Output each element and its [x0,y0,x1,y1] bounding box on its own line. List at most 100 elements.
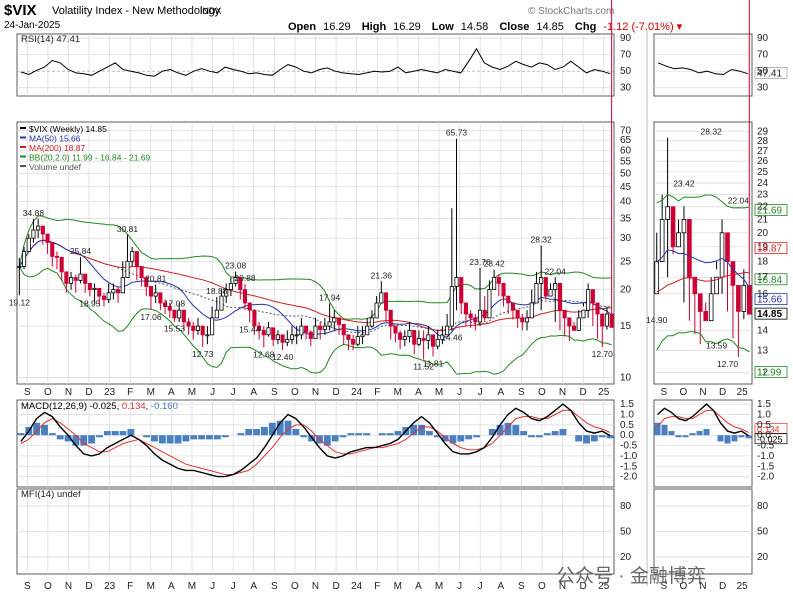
candle-body [139,266,144,278]
candle-body [59,256,64,273]
candle-body [398,332,403,340]
price-y-tick: 20 [620,285,632,296]
macd-histogram-bar [339,435,347,438]
candle-body [318,325,323,330]
x-tick-label-bottom: A [415,581,422,592]
candle-body [548,289,553,297]
candle-body [355,336,360,345]
x-tick-label-bottom: S [518,581,525,592]
macd-histogram-bar [276,420,284,436]
x-tick-label-price: S [518,387,525,398]
macd-y-tick: 1.5 [620,399,634,410]
mfi-title: MFI(14) undef [21,489,81,500]
right-value-box [754,366,788,378]
right-value-label: 11.99 [757,368,782,379]
macd-histogram-bar [206,435,213,440]
macd-right-y-tick: 1.5 [757,399,771,410]
legend-swatch [20,136,26,139]
rsi-y-tick: 30 [757,83,769,94]
candle-body [557,283,562,311]
price-annotation: 17.08 [164,299,186,309]
right-candle-body [687,219,692,278]
macd-histogram-bar [378,433,386,436]
macd-histogram-bar [488,429,496,436]
candle-body [275,334,280,340]
candle-body [64,271,69,284]
right-value-box [754,273,788,286]
right-price-y-tick: 26 [757,156,769,167]
close-value: 14.85 [536,21,564,33]
right-candle-body [746,284,752,315]
candle-body [299,325,304,336]
px-right-panel-frame [653,121,753,385]
x-tick-label-bottom: 25 [598,581,610,592]
candle-body [200,325,205,336]
macd-histogram-bar [127,429,135,436]
right-candle-body [692,276,698,295]
candle-body [459,277,464,304]
rsi-right-line [657,62,749,76]
macd-histogram-bar [386,433,394,436]
macd-right-y-tick: -2.0 [757,472,775,483]
low-value: 14.58 [460,21,489,33]
price-y-tick: 70 [620,126,632,137]
candle-body [534,283,539,304]
x-tick-label-bottom: N [65,581,72,592]
x-tick-label-bottom: M [188,581,196,592]
x-tick-label-price: D [332,387,339,398]
price-annotation: 11.52 [413,362,434,372]
candle-body [252,309,257,327]
candle-body [172,309,177,319]
right-macd-histogram-bar [675,435,682,438]
x-tick-label-price: N [559,387,566,398]
bb-upper-line [18,215,612,320]
candle-body [482,309,487,319]
price-annotation: 18.88 [206,286,228,296]
mfi-right-y-tick: 20 [757,552,769,563]
chg-value: -1.12 (-7.01%) ▾ [603,21,683,33]
legend-swatch [20,165,26,167]
macd-histogram-bar [245,429,253,436]
right-price-y-tick: 28 [757,136,769,147]
macd-panel: MACD(12,26,9) -0.025, 0.134, -0.160 [17,401,788,478]
candle-body [17,266,22,268]
macd-histogram-bar [520,431,528,436]
x-tick-label-price: A [497,387,504,398]
candle-body [553,283,558,291]
macd-histogram-bar [300,435,308,438]
candle-body [609,313,614,328]
candle-body [360,334,365,338]
macd-histogram-bar [433,435,441,438]
mfi-y-tick: 80 [620,501,632,512]
macd-histogram-bar [355,433,363,436]
candle-body [50,242,55,257]
macd-histogram-bar [253,429,261,436]
macd-histogram-bar [41,424,48,436]
macd-right-value: 0.134 [757,424,780,434]
candle-body [346,334,351,340]
macd-histogram-bar [80,435,88,446]
x-tick-label-price: M [394,387,402,398]
candle-body [515,309,520,319]
macd-histogram-bar [119,431,127,436]
candle-body [40,225,45,235]
candle-body [120,277,125,294]
x-tick-label-price: S [271,387,278,398]
macd-histogram-bar [590,435,598,442]
x-tick-label-bottom: 23 [104,581,116,592]
rsi-y-tick-main: 50 [620,66,632,77]
symbol: $VIX [4,2,37,19]
right-price-annotation: 23.42 [673,179,695,189]
candle-body [205,334,210,337]
right-value-label: 16.84 [757,275,782,286]
rsi-panel [17,37,788,89]
mfi-right-y-tick: 80 [757,501,769,512]
right-candle-body [736,284,741,312]
candle-body [463,302,468,315]
high-label: High [361,21,387,33]
x-tick-label-price: O [44,387,52,398]
x-tick-label-bottom: J [231,581,236,592]
macd-histogram-bar [221,435,229,438]
right-value-label: 15.66 [757,295,782,306]
candle-body [590,289,595,304]
